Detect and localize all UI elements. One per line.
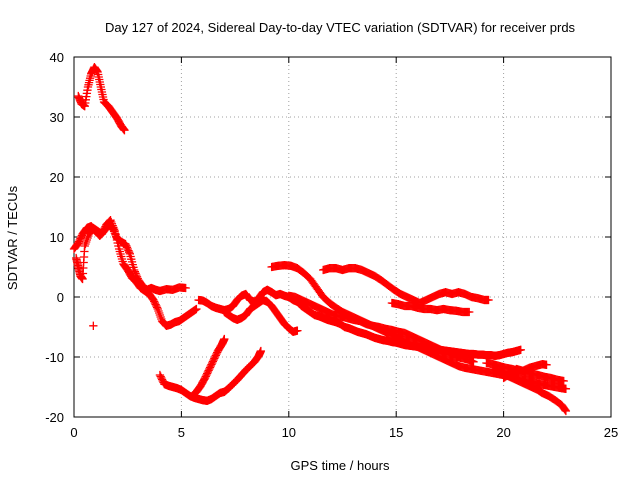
axis-ticks: 0 5 10 15 20 25 -20 -10 0 10 20 30 40 [45, 50, 618, 440]
data-point [205, 364, 214, 374]
data-point [124, 248, 134, 257]
data-point [211, 351, 220, 360]
series-arc-1 [74, 63, 129, 135]
grid [74, 57, 611, 417]
data-point [207, 360, 216, 369]
y-axis-label: SDTVAR / TECUs [5, 185, 20, 290]
series-arc-5 [187, 334, 229, 401]
data-point [293, 326, 302, 335]
data-point [97, 229, 107, 239]
series-arc-10 [284, 291, 478, 366]
data-point [469, 357, 478, 366]
x-tick-label: 15 [389, 425, 403, 440]
data-point [204, 366, 213, 375]
data-point [123, 244, 132, 254]
data-point [121, 240, 130, 249]
data-point [150, 298, 160, 308]
data-point [110, 226, 119, 236]
data-point [112, 235, 122, 245]
data-point [120, 126, 129, 135]
data-point [150, 297, 159, 306]
data-point [113, 238, 122, 248]
x-tick-label: 5 [178, 425, 185, 440]
data-point [205, 363, 215, 372]
data-point [210, 354, 219, 363]
data-point [465, 307, 474, 317]
data-point [561, 384, 571, 393]
series-arc-outlier [89, 321, 98, 330]
data-point [212, 349, 221, 359]
data-point [155, 370, 165, 380]
data-point [75, 235, 84, 245]
data-point [210, 352, 220, 362]
data-point [484, 295, 493, 305]
data-point [203, 367, 213, 377]
data-point [122, 241, 131, 250]
data-point [98, 228, 107, 237]
data-point [112, 232, 121, 242]
data-point [99, 226, 108, 236]
data-point [157, 373, 166, 383]
data-point [149, 295, 158, 305]
x-axis-label: GPS time / hours [291, 458, 390, 473]
data-point [152, 303, 162, 312]
data-point [111, 229, 120, 239]
data-point [561, 406, 571, 416]
data-point [202, 370, 211, 380]
series-arc-9 [319, 264, 493, 308]
data-point [74, 237, 84, 246]
series-arc-4 [155, 346, 266, 405]
chart-title: Day 127 of 2024, Sidereal Day-to-day VTE… [105, 20, 576, 35]
y-tick-label: 20 [50, 170, 64, 185]
data-point [192, 304, 201, 314]
data-point [220, 334, 229, 344]
y-tick-label: 30 [50, 110, 64, 125]
data-point [151, 300, 160, 309]
series-arc-7 [220, 295, 302, 336]
data-point [157, 375, 167, 384]
x-tick-label: 25 [604, 425, 618, 440]
y-tick-label: 0 [57, 290, 64, 305]
data-point [208, 358, 217, 368]
y-tick-label: -10 [45, 350, 64, 365]
data-point [152, 301, 161, 311]
x-tick-label: 20 [496, 425, 510, 440]
data-point [209, 355, 218, 365]
series-arc-11 [387, 298, 474, 317]
data-point [208, 357, 218, 366]
data-point [559, 376, 568, 386]
data-point [561, 405, 570, 415]
data-point [124, 246, 133, 255]
data-point [542, 360, 551, 369]
data-point [516, 345, 525, 354]
data-point [181, 283, 190, 293]
data-point [99, 225, 109, 234]
series-arc-12 [488, 364, 571, 416]
series-arc-3 [71, 216, 201, 330]
data-point [76, 234, 85, 243]
data-series [69, 63, 571, 416]
y-tick-label: 40 [50, 50, 64, 65]
data-point [89, 321, 98, 330]
x-tick-label: 10 [282, 425, 296, 440]
y-tick-label: 10 [50, 230, 64, 245]
data-point [74, 238, 83, 248]
data-point [203, 369, 212, 378]
data-point [114, 241, 123, 251]
data-point [206, 361, 215, 371]
data-point [201, 372, 210, 381]
data-point [256, 346, 266, 356]
y-tick-label: -20 [45, 410, 64, 425]
data-point [122, 243, 132, 252]
data-point [200, 373, 210, 383]
data-point [156, 372, 165, 381]
series-arc-14 [482, 358, 568, 386]
x-tick-label: 0 [70, 425, 77, 440]
